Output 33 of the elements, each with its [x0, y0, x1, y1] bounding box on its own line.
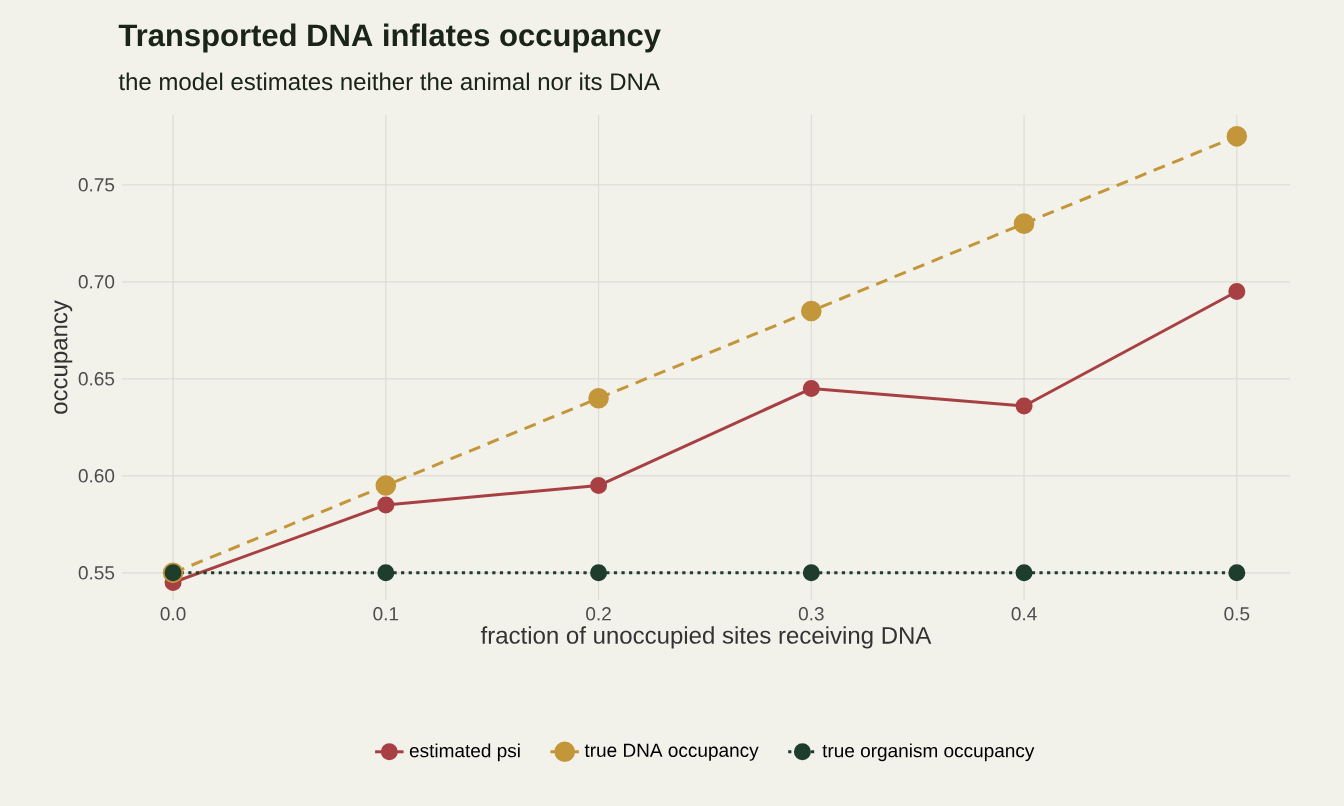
x-tick-label: 0.1: [373, 607, 399, 621]
x-tick-label: 0.0: [160, 607, 186, 621]
point: [801, 300, 822, 322]
point: [802, 564, 820, 582]
point: [1013, 213, 1035, 234]
point: [588, 387, 609, 409]
point: [590, 477, 608, 495]
y-tick-label: 0.60: [78, 469, 115, 483]
point: [590, 564, 608, 582]
chart-subtitle: the model estimates neither the animal nor its DNA: [118, 72, 660, 91]
chart-title: Transported DNA inflates occupancy: [118, 23, 661, 53]
point: [1228, 564, 1246, 582]
x-tick-label: 0.2: [586, 607, 611, 621]
legend-label: estimated psi: [409, 743, 520, 762]
legend-label: true DNA occupancy: [584, 743, 759, 761]
x-axis-title: fraction of unoccupied sites receiving DNA: [480, 626, 932, 649]
point: [1228, 283, 1246, 301]
point: [1015, 397, 1033, 415]
point: [1015, 564, 1033, 582]
x-tick-label: 0.4: [1011, 607, 1037, 621]
point: [375, 475, 397, 496]
legend-label: true organism occupancy: [822, 743, 1035, 762]
point: [802, 380, 820, 398]
x-tick-label: 0.5: [1224, 607, 1250, 621]
x-tick-label: 0.3: [798, 607, 824, 621]
y-tick-label: 0.70: [78, 275, 115, 289]
point: [1226, 126, 1248, 147]
y-tick-label: 0.55: [78, 566, 115, 580]
point: [377, 564, 395, 582]
y-tick-label: 0.75: [78, 178, 115, 192]
y-tick-label: 0.65: [78, 372, 115, 386]
y-axis-title: occupancy: [54, 300, 73, 414]
point: [377, 496, 395, 514]
